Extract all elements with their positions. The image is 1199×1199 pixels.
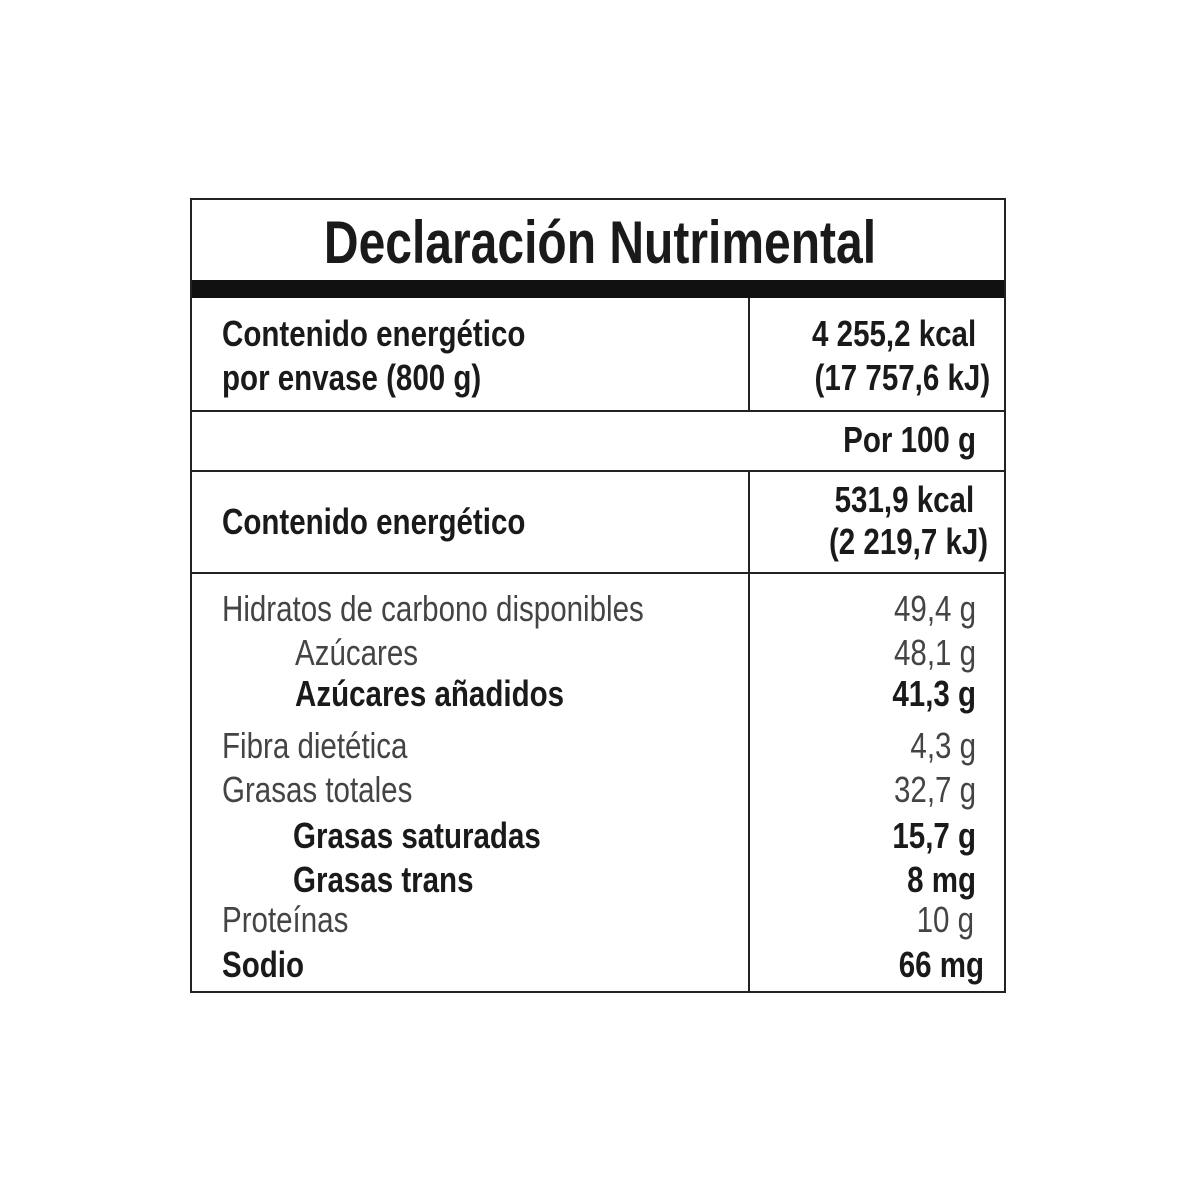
energy-label: Contenido energético bbox=[222, 501, 526, 542]
nutrient-value: 41,3 g bbox=[892, 673, 976, 714]
energy-kcal: 531,9 kcal bbox=[834, 479, 974, 520]
nutrient-value: 4,3 g bbox=[910, 725, 976, 766]
table-title: Declaración Nutrimental bbox=[323, 209, 877, 276]
nutrient-value: 66 mg bbox=[898, 944, 984, 985]
nutrient-label: Grasas totales bbox=[222, 769, 413, 810]
energy-kj: (2 219,7 kJ) bbox=[828, 521, 988, 562]
nutrient-value: 32,7 g bbox=[893, 769, 976, 810]
per-package-label-line1: Contenido energético bbox=[222, 313, 526, 354]
nutrient-label: Grasas trans bbox=[293, 859, 474, 900]
per-package-kcal: 4 255,2 kcal bbox=[811, 313, 976, 354]
title-divider-bar bbox=[192, 280, 1004, 298]
per-100g-header: Por 100 g bbox=[843, 419, 976, 460]
divider bbox=[192, 470, 1004, 472]
nutrient-value: 8 mg bbox=[907, 859, 976, 900]
nutrient-label: Azúcares añadidos bbox=[295, 673, 565, 714]
divider bbox=[192, 572, 1004, 574]
nutrient-label: Fibra dietética bbox=[222, 725, 408, 766]
nutrient-value: 15,7 g bbox=[892, 815, 976, 856]
nutrient-value: 10 g bbox=[916, 899, 974, 940]
nutrient-value: 48,1 g bbox=[893, 632, 976, 673]
nutrient-label: Proteínas bbox=[222, 899, 349, 940]
nutrient-label: Grasas saturadas bbox=[293, 815, 541, 856]
column-divider bbox=[748, 298, 750, 410]
nutrient-label: Azúcares bbox=[295, 632, 419, 673]
nutrition-facts-table: Declaración Nutrimental Contenido energé… bbox=[190, 198, 1006, 993]
per-package-kj: (17 757,6 kJ) bbox=[814, 357, 990, 398]
nutrient-label: Sodio bbox=[222, 944, 304, 985]
divider bbox=[192, 410, 1004, 412]
per-package-label-line2: por envase (800 g) bbox=[222, 357, 482, 398]
nutrient-label: Hidratos de carbono disponibles bbox=[222, 588, 644, 629]
column-divider bbox=[748, 470, 750, 993]
nutrient-value: 49,4 g bbox=[893, 588, 976, 629]
